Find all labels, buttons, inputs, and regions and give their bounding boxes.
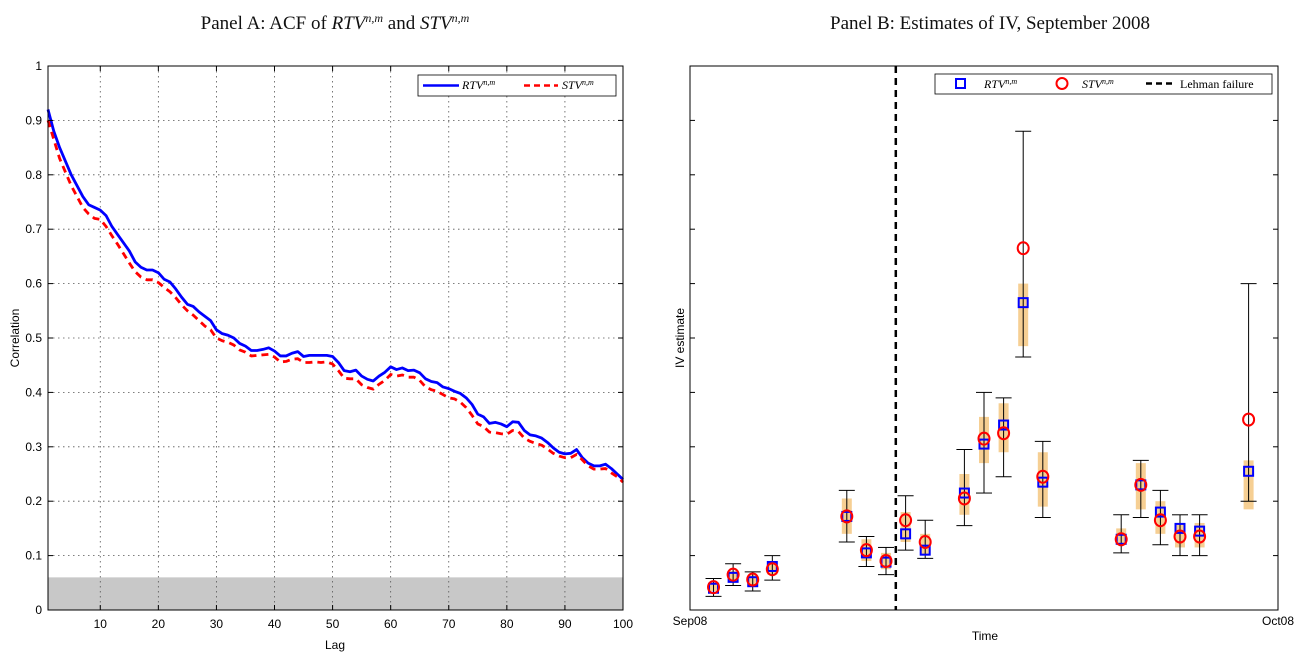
y-tick-label: 0.6 [25,277,42,291]
rtv-marker [900,528,912,540]
stv-marker [1153,513,1167,528]
panel-a-lines [46,109,624,484]
rtv-marker [1037,476,1049,488]
y-tick-label: 0.4 [25,385,42,399]
panel-b: Panel B: Estimates of IV, September 2008… [673,13,1295,643]
panel-b-legend: RTVn,m STVn,m Lehman failure [934,73,1273,95]
rtv-marker [1243,465,1255,477]
stv-marker [1173,529,1187,544]
y-tick-label: 1 [35,59,42,73]
legend-rtv-label: RTVn,m [461,78,495,93]
stv-marker [726,567,740,582]
panel-b-error-bars [705,130,1257,597]
x-tick-label: 90 [558,617,572,631]
panel-a-grid [48,66,623,610]
legend-box [417,74,617,97]
panel-b-y-label: IV estimate [673,308,687,368]
panel-a-ticks: 10 20 30 40 50 60 70 80 90 100 0 0.1 0.2 0.3 0.4 0.5 0.6… [25,59,633,631]
panel-b-ticks [690,119,1278,557]
stv-marker [1114,532,1128,547]
rtv-marker [998,419,1010,431]
legend-box [934,73,1273,95]
panel-a: Panel A: ACF of RTVn,m and STVn,m 10 20 30… [8,11,633,652]
rtv-marker [919,544,931,556]
stv-marker [997,426,1011,441]
noise-band [48,577,623,610]
legend-rtv-label: RTVn,m [983,77,1017,92]
x-tick-label: 10 [94,617,108,631]
stv-marker [1036,469,1050,484]
series-line-rtv [46,109,624,481]
panel-b-x-label: Time [972,629,999,643]
rtv-marker [1174,522,1186,534]
x-tick-label: 20 [152,617,166,631]
rtv-marker [958,487,970,499]
x-tick-label: 50 [326,617,340,631]
panel-b-markers [707,241,1256,595]
y-tick-label: 0.2 [25,494,42,508]
panel-b-xtick-end: Oct08 [1262,614,1294,628]
panel-b-xtick-start: Sep08 [673,614,708,628]
stv-marker [859,543,873,558]
y-tick-label: 0.3 [25,440,42,454]
y-tick-label: 0.8 [25,168,42,182]
x-tick-label: 30 [210,617,224,631]
stv-marker [1134,477,1148,492]
legend-stv-label: STVn,m [1082,77,1114,92]
y-tick-label: 0.9 [25,113,42,127]
legend-stv-label: STVn,m [562,78,594,93]
rtv-marker [978,438,990,450]
stv-marker [918,535,932,549]
y-tick-label: 0.5 [25,331,42,345]
x-tick-label: 100 [613,617,633,631]
stv-marker [1016,241,1030,256]
legend-rtv-marker [955,78,966,89]
x-tick-label: 70 [442,617,456,631]
stv-marker [1193,529,1207,544]
stv-marker [957,491,971,506]
stv-marker [879,554,893,569]
x-tick-label: 60 [384,617,398,631]
stv-marker [899,513,913,528]
panel-b-plot-area [690,66,1278,610]
x-tick-label: 80 [500,617,514,631]
panel-a-title: Panel A: ACF of RTVn,m and STVn,m [201,11,470,34]
y-tick-label: 0.1 [25,549,42,563]
stv-marker [1242,412,1256,427]
panel-a-y-label: Correlation [8,309,22,368]
y-tick-label: 0 [35,603,42,617]
stv-marker [765,562,779,577]
legend-event-label: Lehman failure [1180,77,1254,91]
stv-marker [746,572,760,587]
legend-stv-marker [1055,77,1069,90]
y-tick-label: 0.7 [25,222,42,236]
rtv-marker [1154,506,1166,518]
stv-marker [840,509,854,524]
stv-marker [977,431,991,446]
x-tick-label: 40 [268,617,282,631]
rtv-marker [1194,525,1206,537]
panel-a-legend: RTVn,m STVn,m [417,74,617,97]
rtv-marker [1017,297,1029,309]
stv-marker [707,580,721,595]
panel-b-title: Panel B: Estimates of IV, September 2008 [830,13,1150,34]
panel-a-x-label: Lag [325,638,345,652]
